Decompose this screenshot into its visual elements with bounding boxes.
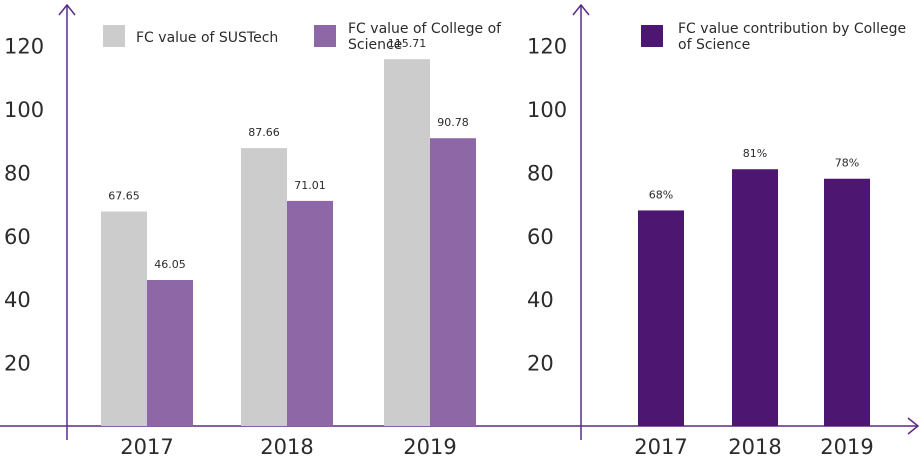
right-chart: 20 40 60 80 100 120 68% 81% 78% 2017 2018 …: [527, 3, 920, 459]
data-label: 71.01: [294, 179, 326, 192]
right-y-tick-labels: 20 40 60 80 100 120: [527, 35, 567, 376]
data-label: 87.66: [248, 126, 280, 139]
data-label: 115.71: [388, 37, 427, 50]
data-label: 67.65: [108, 190, 140, 203]
data-label: 68%: [649, 188, 673, 201]
left-legend: FC value of SUSTech FC value of College …: [103, 21, 506, 53]
right-y-tick-label: 80: [527, 161, 554, 185]
left-x-tick-label: 2018: [260, 435, 313, 456]
right-y-tick-label: 20: [527, 352, 554, 376]
bar: [824, 178, 870, 426]
legend-swatch-college: [314, 25, 336, 47]
right-x-tick-label: 2019: [820, 435, 873, 456]
data-label: 46.05: [154, 258, 186, 271]
right-y-tick-label: 100: [527, 98, 567, 122]
legend-label-college-line: FC value of College of: [348, 21, 502, 37]
right-y-tick-label: 60: [527, 225, 554, 249]
left-x-tick-label: 2017: [120, 435, 173, 456]
bar: [147, 280, 193, 426]
right-y-axis-arrow: [572, 3, 590, 16]
left-chart: 20 40 60 80 100 120 67.65 87.66 115.71 46.0…: [0, 3, 562, 459]
left-x-tick-labels: 2017 2018 2019: [120, 435, 456, 459]
bar: [430, 138, 476, 426]
left-y-tick-label: 40: [4, 288, 31, 312]
bar: [732, 169, 778, 427]
bar: [384, 59, 430, 426]
right-legend: FC value contribution by College of Scie…: [641, 21, 911, 53]
right-x-tick-label: 2017: [634, 435, 687, 456]
bar: [638, 210, 684, 426]
bar: [287, 200, 333, 426]
right-data-labels: 68% 81% 78%: [649, 147, 859, 201]
legend-label-college: FC value of College of Science: [348, 21, 506, 53]
bar: [241, 148, 287, 426]
left-y-tick-label: 20: [4, 352, 31, 376]
legend-label-contribution: FC value contribution by College of Scie…: [678, 21, 911, 53]
left-bars: [101, 59, 476, 426]
left-y-tick-label: 100: [4, 98, 44, 122]
legend-label-college-line: Science: [348, 37, 402, 53]
right-bars: [638, 169, 870, 427]
right-y-tick-label: 120: [527, 35, 567, 59]
bar: [101, 211, 147, 426]
legend-label-contribution-line: of Science: [678, 37, 750, 53]
right-y-tick-label: 40: [527, 288, 554, 312]
legend-swatch-contribution: [641, 25, 663, 47]
data-label: 81%: [743, 147, 767, 160]
legend-label-sustech: FC value of SUSTech: [136, 30, 278, 46]
left-y-tick-label: 120: [4, 35, 44, 59]
left-y-tick-label: 80: [4, 161, 31, 185]
left-y-tick-labels: 20 40 60 80 100 120: [4, 35, 44, 376]
data-label: 90.78: [437, 116, 469, 129]
legend-swatch-sustech: [103, 25, 125, 47]
left-x-tick-label: 2019: [403, 435, 456, 456]
left-data-labels: 67.65 87.66 115.71 46.05 71.01 90.78: [108, 37, 469, 271]
legend-label-contribution-line: FC value contribution by College: [678, 21, 906, 37]
data-label: 78%: [835, 157, 859, 170]
right-x-tick-label: 2018: [728, 435, 781, 456]
right-x-axis-arrow: [907, 417, 920, 435]
left-y-axis-arrow: [58, 3, 76, 16]
left-y-tick-label: 60: [4, 225, 31, 249]
right-x-tick-labels: 2017 2018 2019: [634, 435, 873, 459]
